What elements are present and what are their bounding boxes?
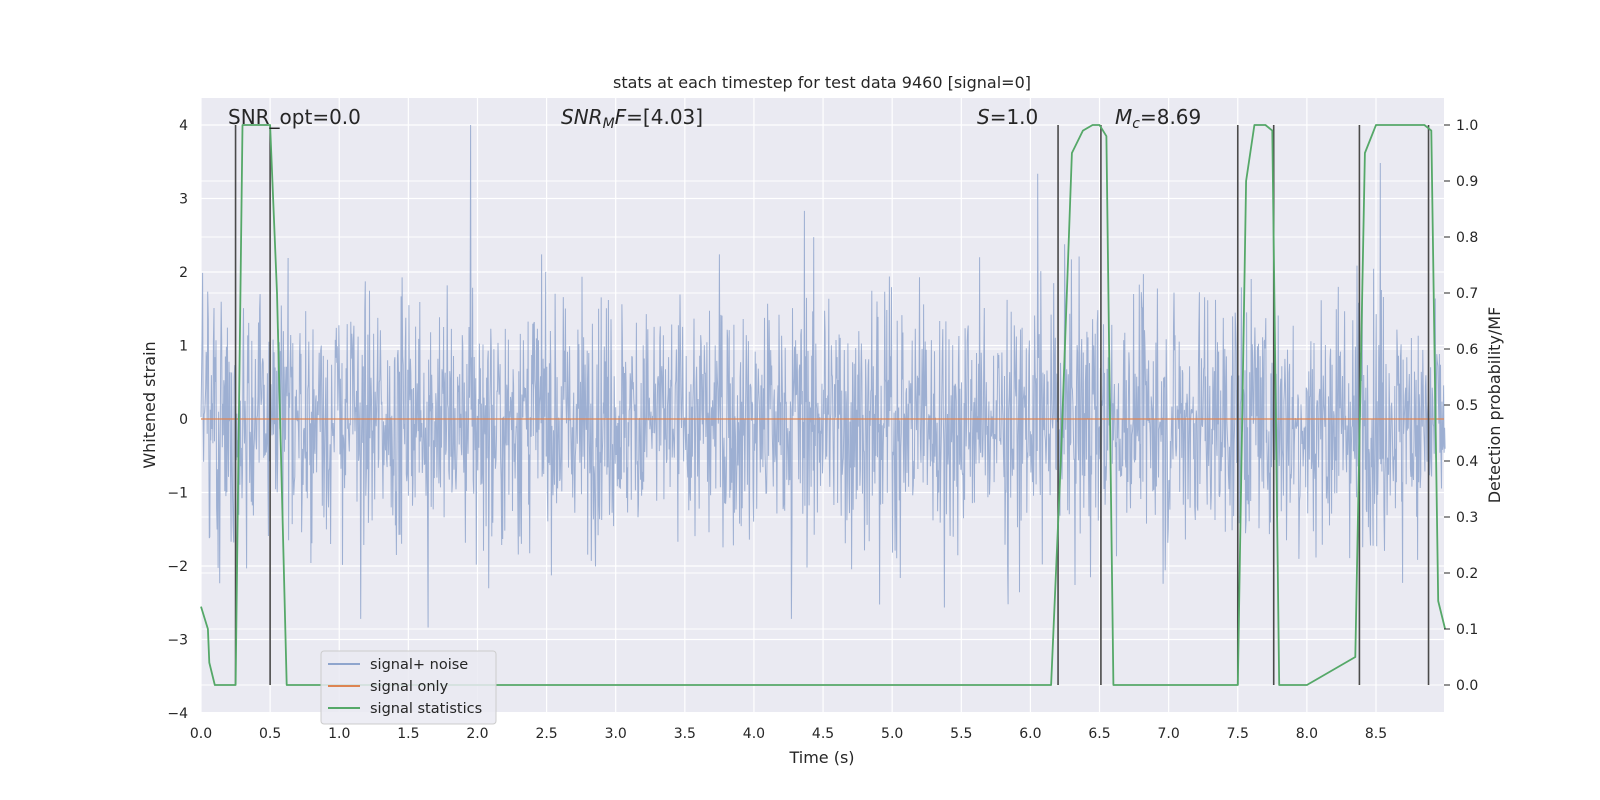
x-tick-label: 7.0 [1158, 726, 1180, 742]
y-right-tick-label: 0.8 [1456, 230, 1478, 246]
y-right-tick-label: 1.0 [1456, 118, 1478, 134]
x-tick-label: 8.0 [1296, 726, 1318, 742]
x-tick-label: 2.0 [466, 726, 488, 742]
x-tick-label: 7.5 [1227, 726, 1249, 742]
x-tick-label: 3.0 [605, 726, 627, 742]
x-tick-label: 1.5 [397, 726, 419, 742]
y-right-tick-label: 0.2 [1456, 566, 1478, 582]
annotation-mc: Mc=8.69 [1115, 105, 1201, 132]
y-right-tick-label: 0.9 [1456, 174, 1478, 190]
y-right-tick-label: 0.4 [1456, 454, 1478, 470]
annotation-snr-opt: SNR_opt=0.0 [228, 105, 361, 129]
annotation-snr-mf: SNRMF=[4.03] [561, 105, 703, 132]
y-right-tick-label: 0.5 [1456, 398, 1478, 414]
x-tick-label: 4.0 [743, 726, 765, 742]
x-tick-label: 6.5 [1088, 726, 1110, 742]
signal-statistics-series [200, 124, 1446, 686]
y-left-tick-label: −1 [167, 486, 188, 502]
x-tick-label: 3.5 [674, 726, 696, 742]
y-left-tick-label: −4 [167, 706, 188, 722]
y-left-tick-label: 2 [179, 265, 188, 281]
y-right-tick-label: 0.1 [1456, 622, 1478, 638]
x-tick-label: 1.0 [328, 726, 350, 742]
x-tick-label: 4.5 [812, 726, 834, 742]
x-tick-label: 8.5 [1365, 726, 1387, 742]
y-right-tick-label: 0.3 [1456, 510, 1478, 526]
chart-title: stats at each timestep for test data 946… [613, 73, 1031, 92]
x-tick-label: 6.0 [1019, 726, 1041, 742]
y-left-tick-label: −3 [167, 633, 188, 649]
legend-box [320, 650, 497, 725]
x-axis-label: Time (s) [788, 748, 854, 767]
x-tick-labels: 0.0 0.5 1.0 1.5 2.0 2.5 3.0 3.5 4.0 4.5 5.0 5.5 6.0 6… [190, 726, 1387, 742]
legend-label-signal-only: signal only [370, 679, 449, 695]
y-left-tick-label: 1 [179, 339, 188, 355]
y-left-axis-label: Whitened strain [140, 341, 159, 468]
x-tick-label: 0.0 [190, 726, 212, 742]
annotation-s: S=1.0 [977, 105, 1038, 129]
x-tick-label: 5.0 [881, 726, 903, 742]
legend-label-signal-statistics: signal statistics [370, 701, 482, 717]
x-tick-label: 0.5 [259, 726, 281, 742]
y-right-axis-label: Detection probability/MF [1485, 307, 1504, 504]
y-right-tick-labels: 1.0 0.9 0.8 0.7 0.6 0.5 0.4 0.3 0.2 0.1 0.0 [1444, 118, 1478, 694]
y-left-tick-labels: 4 3 2 1 0 −1 −2 −3 −4 [167, 118, 188, 722]
y-left-tick-label: −2 [167, 559, 188, 575]
legend: signal+ noise signal only signal statist… [320, 650, 497, 725]
y-left-tick-label: 3 [179, 192, 188, 208]
x-tick-label: 5.5 [950, 726, 972, 742]
y-left-tick-label: 4 [179, 118, 188, 134]
y-right-tick-label: 0.0 [1456, 678, 1478, 694]
y-right-tick-label: 0.6 [1456, 342, 1478, 358]
y-left-tick-label: 0 [179, 412, 188, 428]
y-right-tick-label: 0.7 [1456, 286, 1478, 302]
x-tick-label: 2.5 [535, 726, 557, 742]
legend-label-signal-noise: signal+ noise [370, 657, 468, 673]
